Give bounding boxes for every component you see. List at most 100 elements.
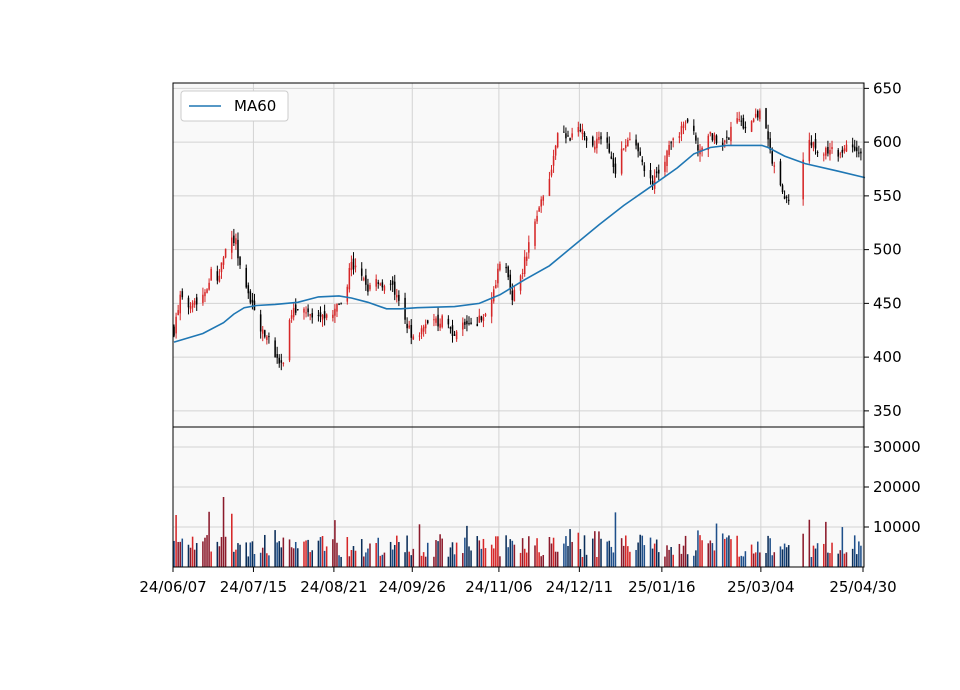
legend: MA60 bbox=[180, 90, 289, 122]
candle-body bbox=[579, 130, 582, 132]
candle-body bbox=[643, 165, 646, 172]
legend-box bbox=[180, 90, 289, 122]
candle-body bbox=[288, 319, 291, 361]
candle-body bbox=[237, 239, 239, 259]
x-tick-label: 25/04/30 bbox=[829, 578, 896, 596]
volume-bar bbox=[334, 520, 336, 567]
price-y-tick-label: 650 bbox=[873, 79, 902, 97]
candle-body bbox=[596, 138, 598, 149]
volume-bar bbox=[701, 540, 703, 567]
volume-bar bbox=[305, 540, 307, 567]
volume-bar bbox=[175, 515, 177, 567]
candle-body bbox=[220, 262, 223, 273]
volume-bar bbox=[426, 542, 429, 567]
candle-body bbox=[437, 314, 439, 327]
candle-body bbox=[369, 285, 371, 290]
volume-bar bbox=[695, 550, 697, 567]
candle-body bbox=[309, 314, 311, 316]
volume-bar bbox=[433, 556, 435, 567]
candle-body bbox=[629, 138, 631, 140]
volume-bar bbox=[627, 546, 629, 567]
candle-body bbox=[433, 319, 435, 321]
volume-bar bbox=[536, 538, 538, 567]
x-tick-label: 24/06/07 bbox=[139, 578, 206, 596]
candle-body bbox=[721, 142, 724, 147]
candle-body bbox=[418, 335, 421, 337]
candle-body bbox=[711, 133, 714, 141]
volume-bar bbox=[220, 537, 223, 567]
volume-bar bbox=[620, 538, 623, 567]
candle-body bbox=[305, 312, 307, 314]
candle-body bbox=[321, 314, 324, 320]
volume-bar bbox=[216, 541, 219, 567]
volume-bar bbox=[812, 545, 815, 567]
candle-body bbox=[346, 286, 349, 302]
volume-bar bbox=[680, 553, 683, 567]
volume-bar bbox=[191, 536, 194, 567]
volume-bar bbox=[437, 541, 439, 567]
volume-bar bbox=[594, 531, 596, 567]
candle-body bbox=[292, 307, 295, 318]
volume-bar bbox=[802, 533, 804, 567]
volume-bar bbox=[189, 547, 192, 567]
candle-body bbox=[375, 278, 377, 287]
volume-bar bbox=[771, 555, 773, 567]
volume-bar bbox=[278, 541, 281, 567]
volume-bar bbox=[455, 542, 458, 567]
candle-body bbox=[383, 286, 386, 291]
volume-bar bbox=[276, 542, 278, 567]
candle-body bbox=[297, 309, 299, 311]
volume-bar bbox=[860, 545, 862, 567]
candle-body bbox=[787, 199, 790, 202]
x-tick-label: 25/03/04 bbox=[727, 578, 794, 596]
volume-bar bbox=[202, 541, 204, 567]
volume-bar bbox=[851, 548, 854, 567]
candle-body bbox=[435, 318, 437, 323]
candle-body bbox=[484, 313, 487, 317]
candle-body bbox=[723, 140, 726, 143]
volume-bar bbox=[519, 552, 522, 567]
volume-bar bbox=[321, 535, 324, 567]
candle-body bbox=[317, 314, 320, 316]
volume-bar bbox=[523, 548, 526, 567]
candle-body bbox=[756, 111, 759, 118]
candle-body bbox=[637, 143, 639, 152]
candle-body bbox=[736, 118, 738, 123]
candle-body bbox=[534, 221, 536, 246]
candle-body bbox=[693, 125, 695, 132]
volume-bar bbox=[664, 556, 666, 567]
candle-body bbox=[193, 300, 196, 305]
price-y-tick-label: 600 bbox=[873, 133, 902, 151]
volume-bar bbox=[239, 544, 241, 567]
candle-body bbox=[365, 275, 367, 285]
candle-body bbox=[853, 146, 856, 151]
volume-bar bbox=[591, 538, 594, 567]
volume-plot-frame bbox=[172, 426, 865, 568]
candle-body bbox=[614, 163, 617, 174]
candle-body bbox=[695, 135, 697, 141]
candle-body bbox=[325, 314, 328, 318]
volume-bar bbox=[346, 537, 349, 567]
candle-body bbox=[856, 147, 858, 152]
volume-bar bbox=[550, 543, 553, 567]
candle-body bbox=[338, 303, 340, 305]
volume-bar bbox=[404, 552, 406, 567]
price-y-tick-label: 450 bbox=[873, 294, 902, 312]
candle-body bbox=[649, 170, 652, 179]
volume-bar bbox=[218, 546, 221, 567]
candle-body bbox=[845, 144, 848, 152]
candle-body bbox=[827, 146, 829, 154]
candle-body bbox=[556, 133, 559, 148]
candle-body bbox=[482, 317, 485, 322]
candle-body bbox=[499, 263, 501, 270]
candle-body bbox=[492, 289, 495, 302]
volume-bar bbox=[831, 542, 833, 567]
volume-bar bbox=[408, 551, 410, 567]
volume-bar bbox=[398, 542, 400, 567]
volume-bar bbox=[393, 544, 396, 567]
volume-bar bbox=[235, 549, 237, 567]
candle-body bbox=[195, 297, 198, 305]
volume-bar bbox=[309, 552, 311, 567]
candle-body bbox=[653, 175, 656, 189]
